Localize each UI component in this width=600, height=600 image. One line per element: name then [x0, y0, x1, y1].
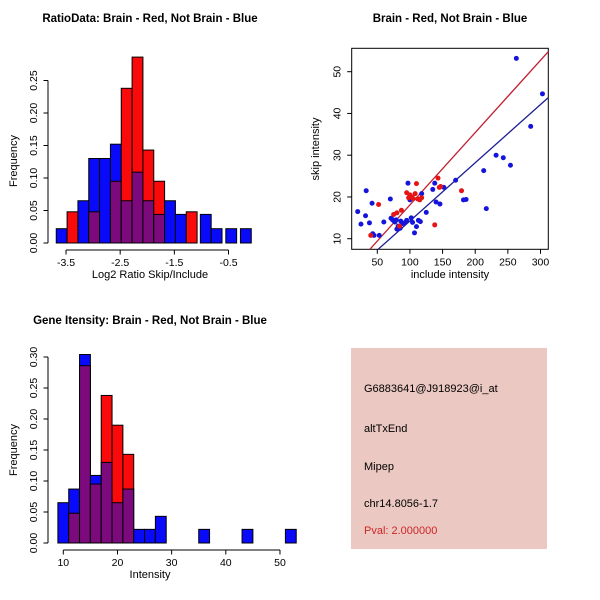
svg-text:20: 20 — [332, 191, 344, 203]
svg-text:200: 200 — [466, 256, 484, 268]
svg-text:0.15: 0.15 — [28, 135, 40, 156]
svg-text:0.10: 0.10 — [28, 168, 40, 189]
svg-text:40: 40 — [332, 107, 344, 119]
gene-histogram-panel: 0.00 0.05 0.10 0.15 0.20 0.25 0.30 10 20 30 40 50 G… — [0, 300, 300, 600]
svg-text:50: 50 — [274, 557, 286, 569]
svg-text:0.05: 0.05 — [28, 200, 40, 221]
svg-text:100: 100 — [401, 256, 419, 268]
svg-text:250: 250 — [499, 256, 517, 268]
svg-text:0.15: 0.15 — [28, 440, 40, 461]
gene-histogram-plot: 0.00 0.05 0.10 0.15 0.20 0.25 0.30 10 20 30 40 50 — [28, 347, 297, 569]
scatter-xlabel: include intensity — [410, 269, 490, 281]
svg-text:300: 300 — [532, 256, 550, 268]
svg-text:150: 150 — [434, 256, 452, 268]
scatter-title: Brain - Red, Not Brain - Blue — [372, 13, 528, 25]
svg-text:0.30: 0.30 — [28, 347, 40, 368]
scatter-ylabel: skip intensity — [310, 117, 322, 181]
svg-text:0.20: 0.20 — [28, 409, 40, 430]
svg-text:0.00: 0.00 — [28, 233, 40, 254]
svg-text:40: 40 — [220, 557, 232, 569]
svg-text:50: 50 — [371, 256, 383, 268]
gene-histogram-title: Gene Itensity: Brain - Red, Not Brain - … — [33, 315, 267, 327]
splice-event-text: altTxEnd — [364, 423, 408, 435]
info-panel: G6883641@J918923@i_at altTxEnd Mipep chr… — [300, 300, 600, 600]
svg-text:30: 30 — [166, 557, 178, 569]
svg-text:0.00: 0.00 — [28, 533, 40, 554]
svg-text:0.20: 0.20 — [28, 103, 40, 124]
locus-text: chr14.8056-1.7 — [364, 498, 438, 510]
svg-text:20: 20 — [112, 557, 124, 569]
svg-text:-2.5: -2.5 — [111, 257, 129, 269]
svg-text:0.25: 0.25 — [28, 70, 40, 91]
svg-text:50: 50 — [332, 66, 344, 78]
pval-text: Pval: 2.000000 — [364, 525, 438, 537]
svg-text:10: 10 — [332, 233, 344, 245]
ratio-histogram-xlabel: Log2 Ratio Skip/Include — [91, 269, 209, 281]
svg-text:-0.5: -0.5 — [219, 257, 237, 269]
info-panel-box — [351, 348, 547, 549]
scatter-panel: 50 100 150 200 250 300 10 20 30 40 50 Brain - Red,… — [300, 0, 600, 300]
svg-text:30: 30 — [332, 149, 344, 161]
gene-histogram-xlabel: Intensity — [129, 569, 171, 581]
ratio-histogram-plot: 0.00 0.05 0.10 0.15 0.20 0.25 -3.5 -2.5 -1.5 -0.5 — [28, 56, 252, 269]
ratio-histogram-panel: 0.00 0.05 0.10 0.15 0.20 0.25 -3.5 -2.5 -1.5 -0.5… — [0, 0, 300, 300]
svg-text:-3.5: -3.5 — [57, 257, 75, 269]
svg-text:0.05: 0.05 — [28, 502, 40, 523]
svg-text:10: 10 — [57, 557, 69, 569]
svg-text:-1.5: -1.5 — [165, 257, 183, 269]
probe-id-text: G6883641@J918923@i_at — [364, 383, 498, 395]
scatter-plot: 50 100 150 200 250 300 10 20 30 40 50 — [332, 47, 550, 268]
svg-text:0.25: 0.25 — [28, 378, 40, 399]
ratio-histogram-ylabel: Frequency — [8, 135, 20, 187]
ratio-histogram-title: RatioData: Brain - Red, Not Brain - Blue — [42, 13, 258, 25]
gene-histogram-ylabel: Frequency — [8, 424, 20, 476]
gene-name-text: Mipep — [364, 461, 394, 473]
svg-text:0.10: 0.10 — [28, 471, 40, 492]
